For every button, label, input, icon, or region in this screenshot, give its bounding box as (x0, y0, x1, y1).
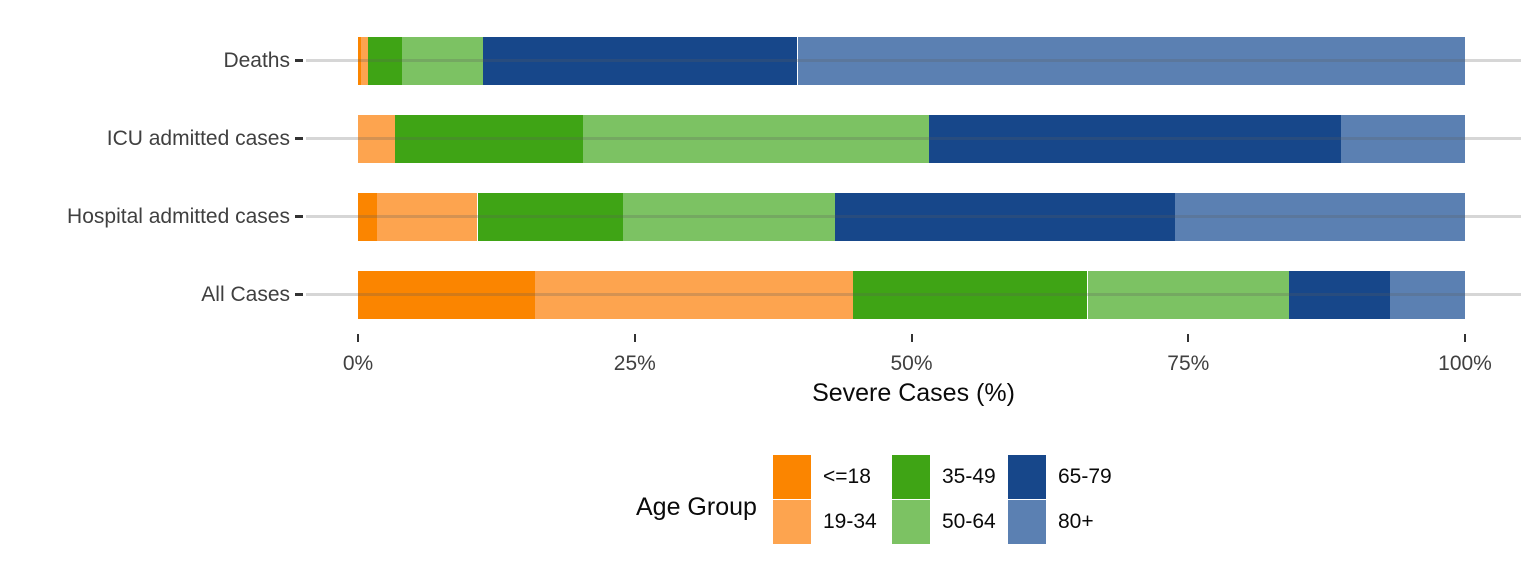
bar-segment (358, 114, 395, 163)
x-axis-tick-label: 100% (1438, 352, 1492, 375)
legend-label: 19-34 (823, 510, 877, 533)
x-axis-tick-label: 50% (890, 352, 933, 375)
legend-swatch (773, 455, 811, 499)
legend-swatch (1008, 500, 1046, 544)
x-axis-tick-label: 75% (1167, 352, 1210, 375)
bar-segment (368, 36, 403, 85)
legend-swatch (892, 500, 930, 544)
bar-segment (1389, 270, 1465, 319)
y-axis-label: All Cases (201, 282, 290, 306)
legend-label: <=18 (823, 465, 871, 488)
y-axis-label: Hospital admitted cases (67, 204, 290, 228)
bar-segment (535, 270, 853, 319)
bar-segment (376, 192, 478, 241)
bar-segment (358, 36, 362, 85)
bar-segment (477, 192, 623, 241)
legend-label: 80+ (1058, 510, 1094, 533)
y-axis-label: Deaths (223, 48, 290, 72)
legend-swatch (773, 500, 811, 544)
bar-segment (402, 36, 484, 85)
bar-segment (358, 192, 377, 241)
x-axis-tick (1187, 334, 1190, 342)
legend-label: 50-64 (942, 510, 996, 533)
bar-segment (1289, 270, 1390, 319)
bar-segment (361, 36, 368, 85)
legend-swatch (1008, 455, 1046, 499)
x-axis-tick-label: 25% (613, 352, 656, 375)
category-gridline (306, 59, 1521, 62)
legend-title: Age Group (636, 493, 757, 521)
y-axis-tick (295, 293, 303, 296)
bar-segment (835, 192, 1175, 241)
x-axis-tick (633, 334, 636, 342)
legend-label: 35-49 (942, 465, 996, 488)
bar-segment (622, 192, 836, 241)
legend-label: 65-79 (1058, 465, 1112, 488)
category-gridline (306, 215, 1521, 218)
x-axis-tick (910, 334, 913, 342)
bar-segment (1175, 192, 1465, 241)
x-axis-tick (357, 334, 359, 342)
y-axis-tick (295, 59, 303, 62)
bar-segment (582, 114, 930, 163)
bar-segment (852, 270, 1088, 319)
x-axis-tick (1464, 334, 1466, 342)
y-axis-label: ICU admitted cases (106, 126, 290, 150)
bar-segment (797, 36, 1465, 85)
bar-segment (394, 114, 583, 163)
bar-segment (929, 114, 1341, 163)
bar-segment (483, 36, 798, 85)
category-gridline (306, 137, 1521, 140)
x-axis-title: Severe Cases (%) (812, 379, 1015, 407)
bar-segment (358, 270, 536, 319)
category-gridline (306, 293, 1521, 296)
legend-swatch (892, 455, 930, 499)
x-axis-tick-label: 0% (342, 352, 374, 375)
bar-segment (1341, 114, 1465, 163)
y-axis-tick (295, 137, 303, 140)
y-axis-tick (295, 215, 303, 218)
bar-segment (1087, 270, 1289, 319)
